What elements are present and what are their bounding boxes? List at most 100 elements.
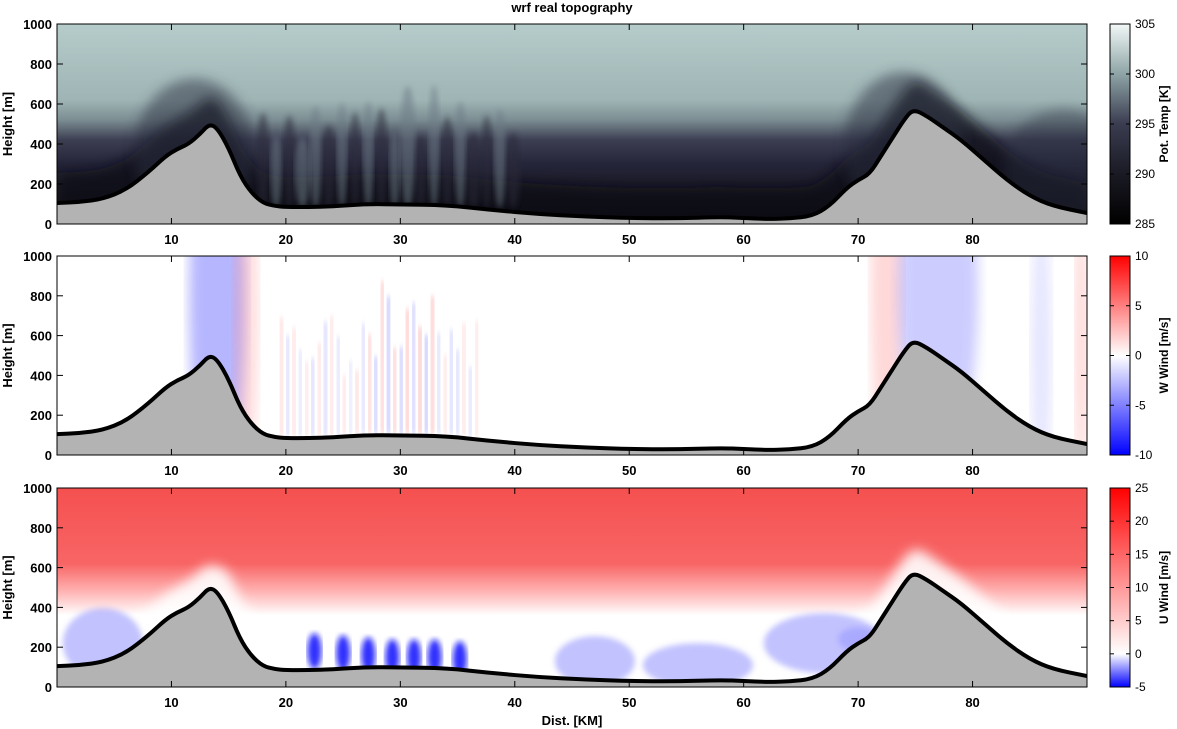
y-tick-label: 1000 [23,17,52,32]
field-horizontal_wind [57,488,1087,687]
terrain-fill [57,111,1087,224]
field-vertical_wind [57,256,1087,455]
y-tick-label: 800 [30,57,52,72]
y-axis-label: Height [m] [0,323,15,387]
x-tick-label: 70 [851,232,865,247]
x-tick-label: 10 [164,232,178,247]
y-axis-label: Height [m] [0,92,15,156]
lee-wave [428,84,440,208]
x-tick-label: 60 [736,232,750,247]
w-stripe [412,302,415,434]
colorbar-tick-label: 290 [1135,167,1155,181]
y-tick-label: 600 [30,561,52,576]
colorbar-tick-label: -5 [1135,398,1146,412]
y-tick-label: 600 [30,329,52,344]
x-tick-label: 10 [164,695,178,710]
terrain-line [57,572,1087,684]
w-stripe [286,335,290,437]
lee-wave [282,115,296,208]
y-tick-label: 0 [45,217,52,232]
w-blob [1031,256,1052,455]
x-tick-label: 40 [508,695,522,710]
axes-box [56,255,1088,456]
colorbar-tick-label: 305 [1135,17,1155,31]
colorbar-tick-label: 5 [1135,299,1142,313]
x-tick-label: 20 [279,463,293,478]
lee-wave [440,116,454,208]
lee-wave [505,132,521,208]
w-blob [1075,256,1087,455]
reversed-cell [336,635,351,672]
y-tick-label: 1000 [23,249,52,264]
w-stripe [330,316,334,436]
w-stripe [324,321,327,436]
terrain-fill [57,574,1087,687]
lee-wave [493,109,506,208]
axes-box [56,23,1088,225]
x-tick-label: 40 [508,463,522,478]
w-stripe [469,367,472,437]
w-stripe [355,370,359,434]
w-stripe [431,296,434,434]
x-tick-label: 40 [508,232,522,247]
y-tick-label: 0 [45,448,52,463]
w-stripe [343,375,346,435]
x-tick-label: 30 [393,232,407,247]
lee-wave [309,106,322,208]
y-tick-label: 1000 [23,481,52,496]
colorbar-label: W Wind [m/s] [1157,318,1171,394]
y-tick-label: 200 [30,408,52,423]
x-tick-label: 50 [622,232,636,247]
colorbar-tick-label: 10 [1135,581,1149,595]
lee-wave [414,134,428,208]
w-stripe [361,323,365,434]
colorbar-tick-label: -5 [1135,680,1146,694]
lee-wave [374,108,388,208]
lee-wave [454,101,467,208]
y-tick-label: 0 [45,680,52,695]
x-tick-label: 50 [622,463,636,478]
y-tick-label: 800 [30,289,52,304]
lee-wave [389,131,400,208]
colorbar-tick-label: 5 [1135,614,1142,628]
y-tick-label: 200 [30,640,52,655]
reversed-cell [361,637,376,674]
colorbar-potential_temperature: 285 290 295 300 305 Pot. Temp [K] [1109,17,1171,231]
w-stripe [336,336,340,436]
lee-wave [294,137,311,208]
x-tick-label: 30 [393,463,407,478]
axes-box [56,487,1088,688]
colorbar-tick-label: 0 [1135,349,1142,363]
terrain-line [57,340,1087,452]
colorbar-tick-label: -10 [1135,448,1153,462]
w-stripe [418,327,422,434]
lee-wave [270,135,282,208]
colorbar-tick-label: 25 [1135,481,1149,495]
y-tick-label: 600 [30,97,52,112]
w-stripe [456,349,460,436]
y-tick-label: 400 [30,368,52,383]
lee-wave [399,85,416,208]
lee-wave [336,102,348,208]
colorbar-tick-label: 10 [1135,249,1149,263]
reversed-cell [307,633,322,670]
lee-wave [481,115,493,208]
reversed-flow [642,643,753,687]
w-stripe [299,349,302,437]
colorbar-tick-label: 15 [1135,547,1149,561]
x-tick-label: 70 [851,695,865,710]
w-stripe [399,346,403,434]
colorbar-tick-label: 300 [1135,67,1155,81]
w-stripe [349,361,353,435]
w-stripe [380,281,384,434]
x-axis-label: Dist. [KM] [542,713,603,728]
x-tick-label: 50 [622,695,636,710]
x-tick-label: 20 [279,232,293,247]
lee-wave [465,131,482,209]
x-tick-label: 80 [965,232,979,247]
colorbar-tick-label: 285 [1135,217,1155,231]
w-stripe [374,356,378,434]
w-stripe [280,317,283,436]
x-tick-label: 30 [393,695,407,710]
w-stripe [368,334,371,434]
